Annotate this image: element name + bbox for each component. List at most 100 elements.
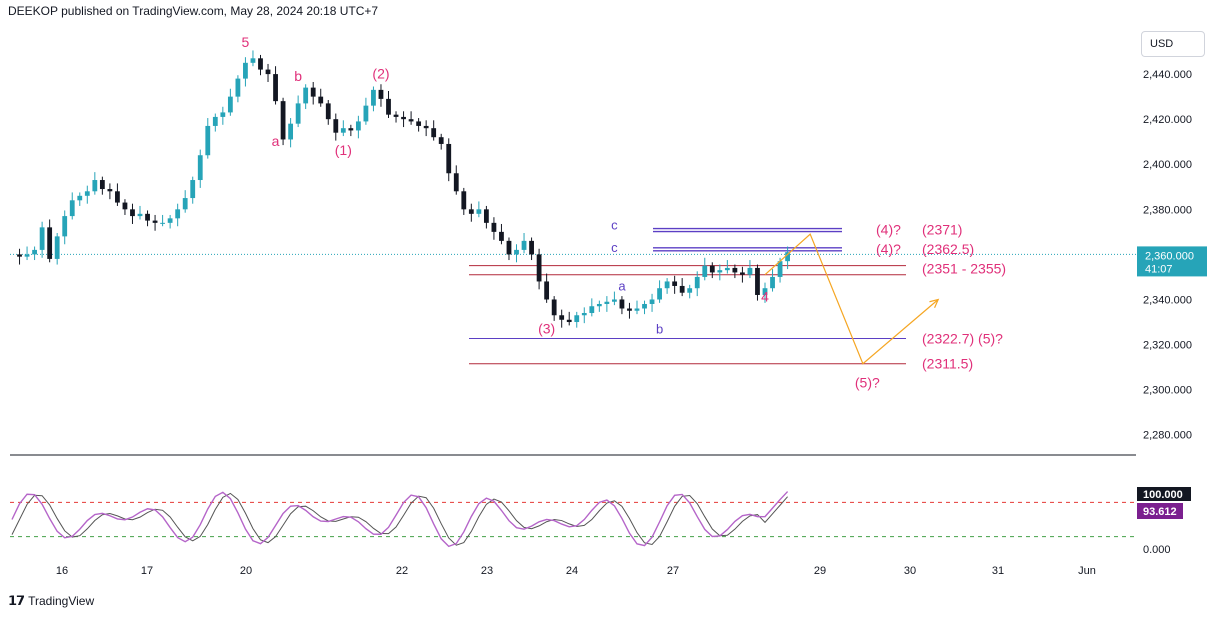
candle-body (589, 306, 595, 314)
candle-body (280, 101, 286, 140)
candle-body (235, 78, 241, 97)
osc-top-text: 100.000 (1143, 489, 1183, 501)
projection-line (764, 233, 939, 365)
candle-body (190, 180, 196, 199)
candle-body (416, 121, 422, 126)
tradingview-logo-icon: 𝟭𝟳 (8, 593, 25, 608)
candle-body (265, 69, 271, 75)
level-lines: (4)? (2371) (4)? (2362.5) (2351 - 2355) (2322… (469, 222, 1006, 372)
time-axis: 16 17 20 22 23 24 27 29 30 31 Jun (56, 565, 1096, 577)
candle-body (483, 209, 489, 223)
candle-body (84, 191, 90, 196)
candle-body (32, 249, 37, 255)
candle-body (649, 299, 655, 304)
candle-body (348, 128, 354, 131)
candle-body (107, 189, 113, 192)
candle-body (499, 231, 504, 241)
chart-grid (10, 253, 1136, 456)
candle-body (785, 252, 790, 262)
candle-body (514, 249, 519, 255)
candle-body (604, 301, 610, 304)
candle-body (182, 198, 188, 210)
stoch-oscillator: 100.000 93.612 0.000 (10, 487, 1191, 556)
candle-body (115, 191, 120, 203)
wave-label: c (611, 218, 618, 233)
osc-value-text: 93.612 (1143, 506, 1177, 518)
x-tick-label: 22 (396, 565, 408, 577)
y-tick-label: 2,340.000 (1143, 294, 1192, 306)
candle-body (687, 288, 693, 293)
wave-label: (1) (335, 142, 352, 158)
level-price-label: (2362.5) (922, 241, 974, 257)
candle-body (243, 62, 248, 79)
wave-label: c (611, 240, 618, 255)
candle-body (99, 180, 105, 190)
candle-body (137, 213, 143, 217)
level-price-label: (2351 - 2355) (922, 261, 1006, 277)
candle-body (581, 313, 587, 316)
level-prefix-label: (4)? (876, 222, 901, 238)
x-tick-label: Jun (1078, 565, 1096, 577)
candle-body (664, 281, 670, 289)
candle-body (762, 288, 768, 295)
candle-body (732, 267, 738, 273)
x-tick-label: 30 (904, 565, 916, 577)
candle-body (694, 276, 700, 289)
projection-path: (5)? (764, 233, 940, 390)
candle-body (521, 240, 527, 250)
x-tick-label: 24 (566, 565, 578, 577)
candle-body (363, 105, 369, 122)
candle-body (709, 265, 715, 273)
candle-body (544, 281, 550, 300)
candle-body (47, 227, 53, 259)
candle-body (69, 200, 75, 217)
y-tick-label: 2,300.000 (1143, 385, 1192, 397)
wave-label: b (294, 68, 302, 84)
candle-body (468, 209, 474, 214)
x-tick-label: 20 (240, 565, 252, 577)
price-axis: 2,440.000 2,420.000 2,400.000 2,380.000 2,36… (1143, 69, 1192, 442)
candle-body (672, 281, 678, 286)
y-tick-label: 2,320.000 (1143, 340, 1192, 352)
candle-body (627, 308, 632, 311)
level-price-label: (2311.5) (922, 356, 973, 372)
candle-body (446, 143, 452, 174)
candle-body (197, 155, 203, 181)
projection-label: (5)? (855, 374, 880, 390)
candle-body (679, 285, 685, 293)
wave-label: 4 (761, 289, 769, 305)
candle-body (295, 103, 301, 124)
osc-k-line (11, 491, 789, 548)
candle-body (152, 220, 158, 223)
candle-body (657, 288, 662, 300)
candle-body (529, 240, 534, 255)
wave-label: (3) (538, 320, 555, 336)
candle-body (724, 267, 730, 271)
candle-body (325, 103, 331, 120)
footer: 𝟭𝟳 TradingView (8, 593, 94, 609)
candle-body (717, 270, 723, 273)
wave-label: a (618, 278, 626, 293)
candle-body (212, 116, 218, 126)
level-price-label: (2371) (922, 222, 962, 238)
candle-body (333, 119, 339, 133)
candle-body (167, 218, 173, 223)
candle-body (250, 58, 256, 63)
y-tick-label: 2,440.000 (1143, 69, 1192, 81)
candle-body (642, 303, 647, 309)
candle-body (371, 89, 376, 106)
candle-body (77, 195, 83, 201)
candle-body (401, 116, 406, 120)
candle-body (596, 303, 602, 307)
y-tick-label: 2,280.000 (1143, 430, 1192, 442)
y-tick-label: 2,380.000 (1143, 204, 1192, 216)
osc-top-badge (1137, 487, 1191, 501)
candle-body (205, 125, 211, 156)
candle-body (423, 125, 429, 129)
footer-brand: TradingView (28, 594, 95, 608)
currency-selector[interactable]: USD (1141, 31, 1205, 57)
candle-body (453, 173, 459, 192)
candle-body (39, 227, 45, 250)
candle-body (175, 209, 181, 219)
